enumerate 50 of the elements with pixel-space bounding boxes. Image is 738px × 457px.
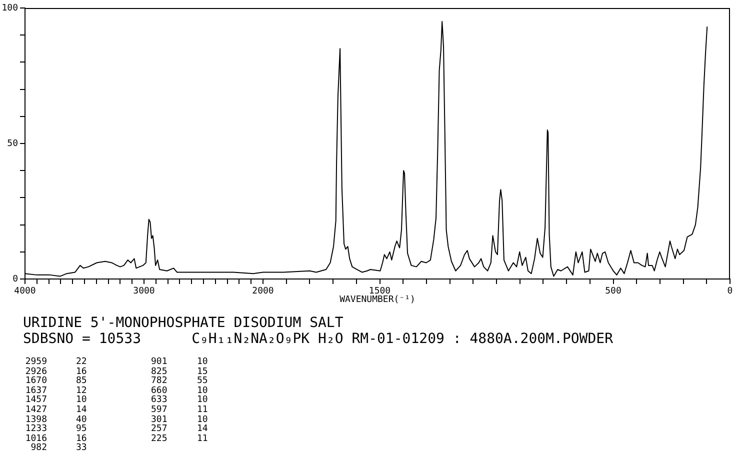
text: 1233 xyxy=(25,424,47,434)
text: 10 xyxy=(197,395,208,406)
text: 782 xyxy=(151,376,168,386)
x-tick-label: 3000 xyxy=(133,286,155,297)
text: 1637 xyxy=(25,386,47,396)
text: 225 xyxy=(151,434,168,444)
text: 16 xyxy=(76,366,87,377)
y-tick-label: 100 xyxy=(2,3,18,14)
text: 33 xyxy=(76,443,87,454)
text: 10 xyxy=(197,357,208,367)
text: 40 xyxy=(76,414,87,425)
x-tick-label: 500 xyxy=(605,286,622,297)
x-tick-label: 4000 xyxy=(14,286,36,297)
text: 1670 xyxy=(25,376,47,386)
text: 22 xyxy=(76,357,87,367)
text: 11 xyxy=(197,405,208,415)
text: 95 xyxy=(76,424,87,434)
text: URIDINE 5'-MONOPHOSPHATE DISODIUM SALT xyxy=(23,315,344,332)
text: 1398 xyxy=(25,414,47,425)
text: 12 xyxy=(76,386,87,396)
text: 10 xyxy=(197,414,208,425)
x-axis-title: WAVENUMBER(⁻¹) xyxy=(340,295,416,306)
y-tick-label: 50 xyxy=(7,138,18,149)
text: 15 xyxy=(197,366,208,377)
text: 55 xyxy=(197,376,208,386)
text: 10 xyxy=(197,386,208,396)
text: 14 xyxy=(197,424,208,434)
text: 2959 xyxy=(25,357,47,367)
text: 16 xyxy=(76,434,87,444)
text: 85 xyxy=(76,376,87,386)
text: 257 xyxy=(151,424,168,434)
text: 901 xyxy=(151,357,168,367)
text: 11 xyxy=(197,434,208,444)
text: 633 xyxy=(151,395,168,406)
text: 982 xyxy=(30,443,47,454)
text: 825 xyxy=(151,366,168,377)
text: 301 xyxy=(151,414,168,425)
text: SDBSNO = 10533 C₉H₁₁N₂NA₂O₉PK H₂O RM-01-01209 : 4880A.200M.POWDER xyxy=(23,331,614,348)
text: 14 xyxy=(76,405,87,415)
text: 2926 xyxy=(25,366,47,377)
text: 10 xyxy=(76,395,87,406)
text: 1016 xyxy=(25,434,47,444)
text: 1427 xyxy=(25,405,47,415)
x-tick-label: 2000 xyxy=(252,286,274,297)
text: 660 xyxy=(151,386,168,396)
y-tick-label: 0 xyxy=(12,274,18,284)
text: 1457 xyxy=(25,395,47,406)
x-tick-label: 1500 xyxy=(368,286,391,297)
text: 597 xyxy=(151,405,168,415)
x-tick-label: 0 xyxy=(727,286,733,297)
